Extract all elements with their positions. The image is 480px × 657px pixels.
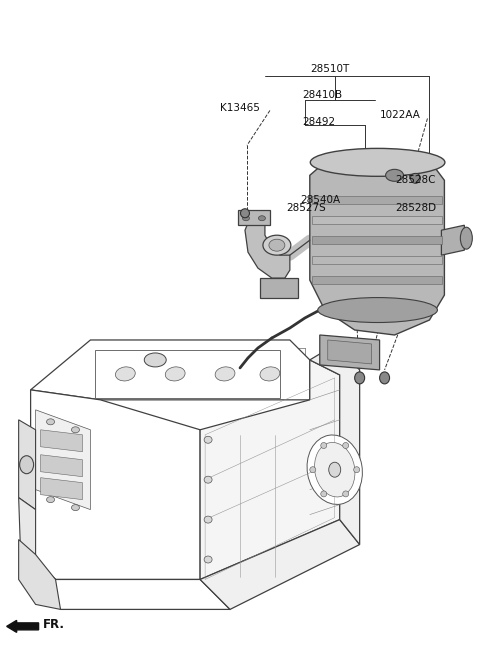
Text: 28527S: 28527S	[286, 203, 325, 214]
Polygon shape	[31, 390, 200, 579]
Ellipse shape	[343, 443, 348, 449]
Ellipse shape	[329, 463, 341, 477]
Ellipse shape	[204, 556, 212, 563]
Ellipse shape	[47, 497, 55, 503]
Polygon shape	[320, 335, 380, 370]
Ellipse shape	[204, 436, 212, 443]
Polygon shape	[312, 256, 443, 264]
Ellipse shape	[240, 209, 250, 217]
Text: 28528C: 28528C	[396, 175, 436, 185]
Polygon shape	[200, 520, 360, 610]
Ellipse shape	[460, 227, 472, 249]
Polygon shape	[200, 360, 340, 579]
Polygon shape	[312, 196, 443, 204]
Ellipse shape	[380, 372, 390, 384]
Polygon shape	[328, 340, 372, 364]
Polygon shape	[312, 276, 443, 284]
Polygon shape	[19, 539, 60, 610]
Polygon shape	[19, 497, 56, 579]
Ellipse shape	[72, 427, 80, 433]
Ellipse shape	[263, 235, 291, 255]
Ellipse shape	[269, 239, 285, 251]
Polygon shape	[31, 560, 230, 610]
Polygon shape	[41, 478, 83, 499]
Ellipse shape	[310, 466, 316, 472]
Ellipse shape	[72, 505, 80, 510]
Ellipse shape	[310, 148, 445, 176]
Text: 28540A: 28540A	[300, 195, 340, 205]
Polygon shape	[260, 278, 298, 298]
Ellipse shape	[314, 442, 355, 497]
Text: 28528D: 28528D	[396, 203, 437, 214]
Polygon shape	[442, 225, 464, 255]
Ellipse shape	[258, 215, 265, 221]
Polygon shape	[96, 350, 280, 398]
Text: 28410B: 28410B	[302, 91, 342, 101]
Text: 28510T: 28510T	[310, 64, 349, 74]
Polygon shape	[312, 237, 443, 244]
Ellipse shape	[165, 367, 185, 381]
Ellipse shape	[204, 516, 212, 523]
FancyArrow shape	[7, 620, 38, 632]
Ellipse shape	[355, 372, 365, 384]
Ellipse shape	[385, 170, 404, 181]
Ellipse shape	[321, 443, 327, 449]
Ellipse shape	[354, 466, 360, 472]
Polygon shape	[31, 340, 310, 400]
Text: K13465: K13465	[220, 103, 260, 114]
Ellipse shape	[260, 367, 280, 381]
Ellipse shape	[215, 367, 235, 381]
Polygon shape	[312, 216, 443, 224]
Ellipse shape	[144, 353, 166, 367]
Polygon shape	[41, 455, 83, 477]
Ellipse shape	[321, 491, 327, 497]
Ellipse shape	[318, 298, 437, 323]
Polygon shape	[310, 345, 360, 545]
Polygon shape	[238, 210, 270, 225]
Ellipse shape	[242, 215, 250, 221]
Ellipse shape	[410, 173, 420, 183]
Text: FR.: FR.	[43, 618, 65, 631]
Polygon shape	[245, 218, 290, 278]
Ellipse shape	[343, 491, 348, 497]
Text: 1022AA: 1022AA	[380, 110, 420, 120]
Ellipse shape	[20, 456, 34, 474]
Ellipse shape	[47, 419, 55, 425]
Polygon shape	[36, 410, 90, 510]
Polygon shape	[41, 430, 83, 452]
Ellipse shape	[115, 367, 135, 381]
Polygon shape	[19, 420, 36, 510]
Text: 28492: 28492	[302, 118, 335, 127]
Polygon shape	[310, 150, 444, 335]
Ellipse shape	[307, 435, 362, 505]
Ellipse shape	[204, 476, 212, 483]
